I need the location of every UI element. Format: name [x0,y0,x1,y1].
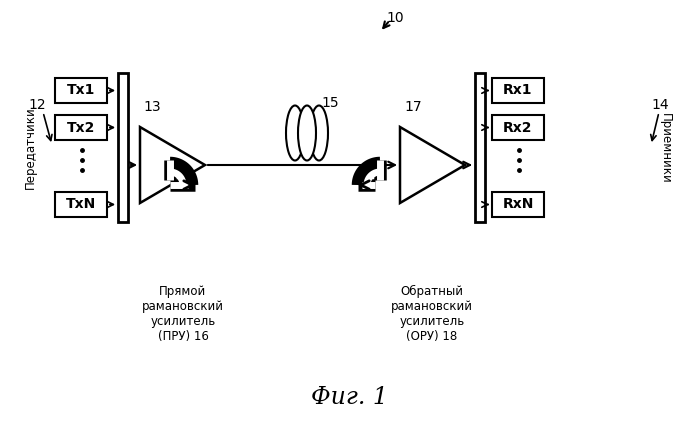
Text: Обратный
рамановский
усилитель
(ОРУ) 18: Обратный рамановский усилитель (ОРУ) 18 [391,285,473,343]
Text: 12: 12 [28,98,46,112]
Ellipse shape [310,105,328,161]
Text: Прямой
рамановский
усилитель
(ПРУ) 16: Прямой рамановский усилитель (ПРУ) 16 [142,285,224,343]
Bar [118,73,128,222]
Text: 13: 13 [143,100,161,114]
Text: Фиг. 1: Фиг. 1 [310,387,387,410]
Ellipse shape [298,105,316,161]
Text: Tx1: Tx1 [67,83,95,98]
Text: 17: 17 [404,100,421,114]
Bar [55,192,107,217]
Text: Rx2: Rx2 [503,121,533,135]
Text: Rx1: Rx1 [503,83,533,98]
Text: 14: 14 [651,98,669,112]
Text: Приемники: Приемники [658,113,672,184]
Text: 15: 15 [321,96,339,110]
Polygon shape [140,127,205,203]
Polygon shape [400,127,465,203]
Bar [492,78,544,103]
Text: RxN: RxN [503,197,534,211]
Ellipse shape [286,105,304,161]
Text: Tx2: Tx2 [67,121,95,135]
Bar [55,115,107,140]
Bar [475,73,485,222]
Text: Передатчики: Передатчики [24,107,36,189]
Text: 10: 10 [386,11,404,25]
Bar [492,115,544,140]
Bar [492,192,544,217]
Text: TxN: TxN [66,197,96,211]
Bar [55,78,107,103]
